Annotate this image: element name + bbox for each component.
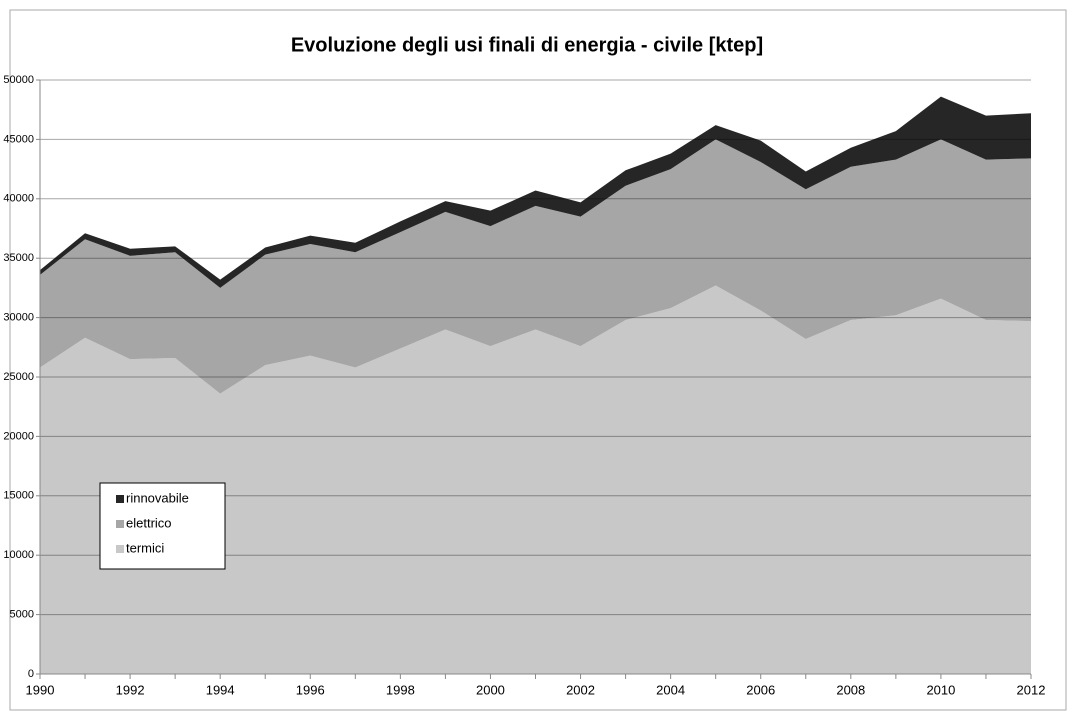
area xyxy=(40,139,1031,394)
y-tick-label: 35000 xyxy=(3,252,34,264)
y-tick-label: 20000 xyxy=(3,430,34,442)
x-tick-label: 1994 xyxy=(206,682,235,697)
chart-title: Evoluzione degli usi finali di energia -… xyxy=(291,34,763,56)
legend-label: rinnovabile xyxy=(126,490,189,505)
y-tick-label: 10000 xyxy=(3,549,34,561)
y-tick-label: 15000 xyxy=(3,490,34,502)
legend-label: elettrico xyxy=(126,515,172,530)
legend-swatch xyxy=(116,495,124,503)
area xyxy=(40,285,1031,674)
x-tick-label: 1990 xyxy=(26,682,55,697)
y-tick-label: 5000 xyxy=(10,609,34,621)
y-tick-label: 45000 xyxy=(3,133,34,145)
legend-label: termici xyxy=(126,540,164,555)
y-tick-label: 0 xyxy=(28,668,34,680)
x-tick-label: 2006 xyxy=(746,682,775,697)
x-tick-label: 2008 xyxy=(836,682,865,697)
legend-swatch xyxy=(116,520,124,528)
x-tick-label: 1996 xyxy=(296,682,325,697)
y-tick-label: 25000 xyxy=(3,371,34,383)
y-tick-label: 30000 xyxy=(3,312,34,324)
legend-swatch xyxy=(116,545,124,553)
legend: rinnovabile elettrico termici xyxy=(99,482,226,570)
x-tick-label: 1992 xyxy=(116,682,145,697)
y-tick-label: 50000 xyxy=(3,74,34,86)
x-tick-label: 2010 xyxy=(926,682,955,697)
x-tick-label: 1998 xyxy=(386,682,415,697)
x-tick-label: 2004 xyxy=(656,682,685,697)
y-tick-label: 40000 xyxy=(3,193,34,205)
x-tick-label: 2000 xyxy=(476,682,505,697)
x-tick-label: 2012 xyxy=(1017,682,1046,697)
area xyxy=(40,96,1031,288)
x-tick-label: 2002 xyxy=(566,682,595,697)
